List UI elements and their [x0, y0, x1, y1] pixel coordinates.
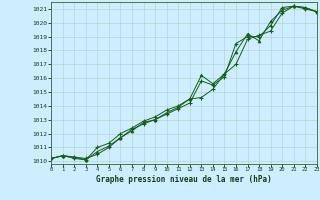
X-axis label: Graphe pression niveau de la mer (hPa): Graphe pression niveau de la mer (hPa) — [96, 175, 272, 184]
